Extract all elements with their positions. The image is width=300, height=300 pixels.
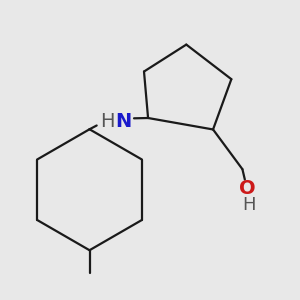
Text: N: N bbox=[115, 112, 131, 131]
Text: H: H bbox=[243, 196, 256, 214]
Text: H: H bbox=[100, 112, 115, 131]
Text: O: O bbox=[239, 179, 256, 198]
